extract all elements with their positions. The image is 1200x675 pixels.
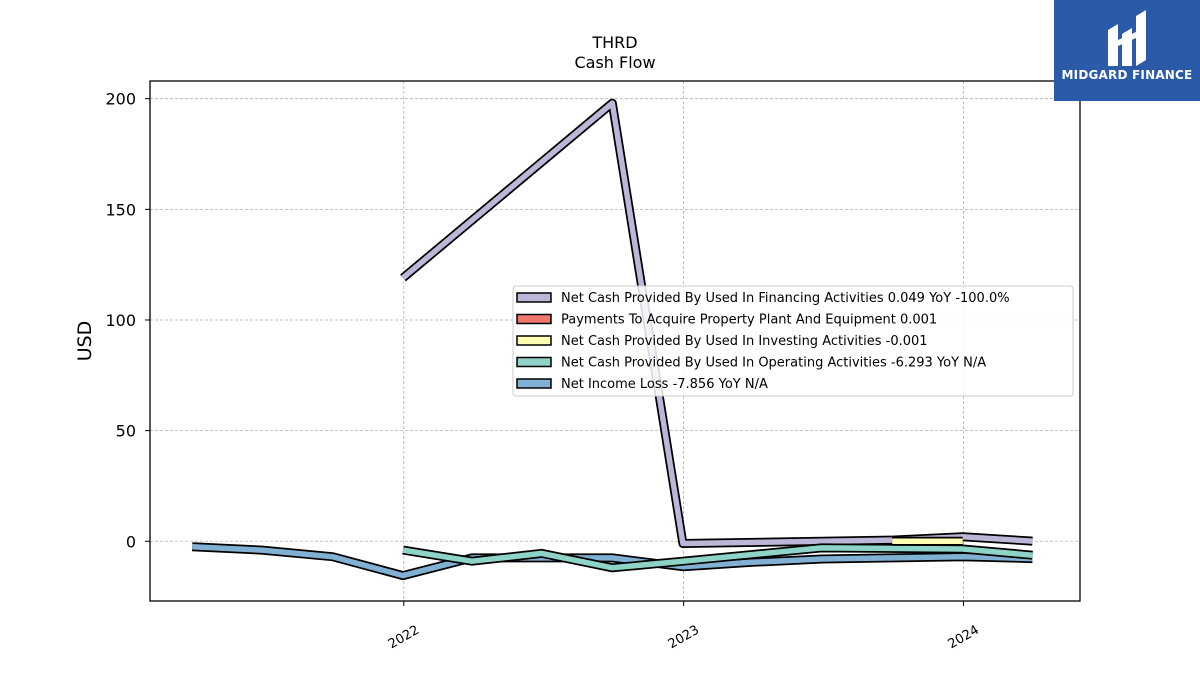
legend-label: Net Cash Provided By Used In Investing A… [561, 334, 928, 349]
series-line [400, 98, 1033, 548]
axis-ticks: 0 50 100 150 200 2022 2023 2024 [105, 90, 981, 652]
series-line-path [402, 545, 1033, 571]
legend-label: Net Income Loss -7.856 YoY N/A [561, 377, 768, 392]
legend-swatch [516, 356, 552, 368]
legend-item: Payments To Acquire Property Plant And E… [516, 313, 937, 328]
legend-box [512, 285, 1074, 397]
x-tick-label: 2022 [386, 623, 422, 653]
legend-label: Net Cash Provided By Used In Financing A… [561, 291, 1010, 306]
chart-subtitle: Cash Flow [574, 53, 655, 72]
legend-label: Payments To Acquire Property Plant And E… [561, 313, 937, 328]
brand-name: MIDGARD FINANCE [1061, 68, 1193, 82]
legend-swatch [516, 378, 552, 389]
legend-item: Net Cash Provided By Used In Investing A… [516, 334, 928, 349]
y-tick-label: 0 [126, 532, 136, 551]
brand-mark-icon [1108, 10, 1146, 66]
series-line [402, 543, 1033, 573]
series-line-path [401, 100, 1033, 547]
y-tick-label: 150 [105, 200, 136, 219]
legend-swatch [516, 292, 552, 303]
series-layer [191, 98, 1033, 581]
y-tick-label: 200 [105, 90, 136, 109]
legend-item: Net Cash Provided By Used In Financing A… [516, 291, 1010, 306]
chart-title: THRD [591, 33, 637, 52]
legend-swatch [516, 313, 552, 325]
legend-item: Net Income Loss -7.856 YoY N/A [516, 377, 768, 392]
plot-frame [149, 80, 1081, 602]
legend-label: Net Cash Provided By Used In Operating A… [561, 356, 986, 371]
x-tick-label: 2024 [946, 623, 982, 653]
y-tick-label: 50 [116, 422, 136, 441]
brand-logo: MIDGARD FINANCE [1054, 0, 1200, 101]
series-line-path [192, 544, 1033, 579]
legend-item: Net Cash Provided By Used In Operating A… [516, 356, 986, 371]
series-line [191, 542, 1033, 581]
y-axis-label: USD [74, 321, 96, 362]
legend: Net Cash Provided By Used In Financing A… [512, 285, 1074, 397]
legend-swatch [516, 335, 552, 346]
y-tick-label: 100 [105, 311, 136, 330]
x-tick-label: 2023 [666, 623, 702, 653]
